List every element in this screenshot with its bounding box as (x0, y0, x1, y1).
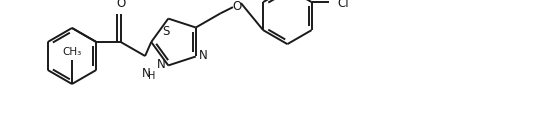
Text: S: S (162, 24, 170, 37)
Text: Cl: Cl (338, 0, 349, 9)
Text: N: N (199, 49, 207, 61)
Text: O: O (232, 0, 242, 13)
Text: N: N (142, 66, 150, 79)
Text: N: N (156, 57, 165, 70)
Text: CH₃: CH₃ (62, 47, 81, 57)
Text: O: O (116, 0, 125, 10)
Text: H: H (148, 70, 156, 80)
